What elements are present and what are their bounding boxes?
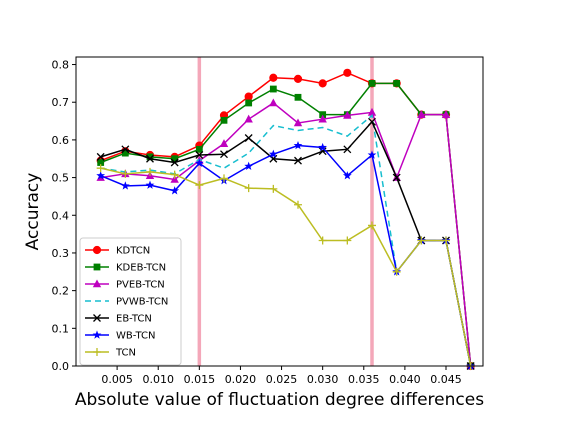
x-tick-label: 0.010 <box>142 373 174 386</box>
legend-label: KDEB-TCN <box>116 263 166 274</box>
y-tick-label: 0.6 <box>52 134 70 147</box>
y-axis-label: Accuracy <box>23 173 43 251</box>
legend: KDTCN KDEB-TCN PVEB-TCN PVWB-TCN EB-TCN WB-TC… <box>80 238 181 365</box>
x-tick-label: 0.045 <box>430 373 462 386</box>
y-tick-label: 0.8 <box>52 59 70 72</box>
legend-label: TCN <box>115 348 136 359</box>
legend-label: EB-TCN <box>116 314 152 325</box>
data-point <box>270 74 277 81</box>
data-point <box>245 100 252 107</box>
data-point <box>344 69 351 76</box>
y-tick-label: 0.1 <box>52 322 70 335</box>
legend-label: WB-TCN <box>116 331 155 342</box>
data-point <box>245 93 252 100</box>
legend-marker <box>94 264 101 271</box>
data-point <box>270 86 277 93</box>
x-axis-label: Absolute value of fluctuation degree dif… <box>75 390 484 410</box>
x-tick-label: 0.030 <box>307 373 339 386</box>
y-tick-label: 0.0 <box>52 360 70 373</box>
legend-label: KDTCN <box>116 246 150 257</box>
y-tick-label: 0.7 <box>52 96 70 109</box>
legend-label: PVWB-TCN <box>116 297 168 308</box>
data-point <box>221 117 228 124</box>
data-point <box>319 80 326 87</box>
y-tick-label: 0.5 <box>52 172 70 185</box>
y-tick-label: 0.4 <box>52 209 70 222</box>
y-tick-label: 0.3 <box>52 247 70 260</box>
data-point <box>369 80 376 87</box>
x-tick-label: 0.025 <box>266 373 298 386</box>
x-tick-label: 0.020 <box>225 373 257 386</box>
x-tick-label: 0.015 <box>184 373 216 386</box>
x-tick-label: 0.040 <box>389 373 421 386</box>
x-tick-label: 0.035 <box>348 373 380 386</box>
legend-marker <box>93 246 100 253</box>
legend-label: PVEB-TCN <box>116 280 165 291</box>
data-point <box>393 80 400 87</box>
data-point <box>294 75 301 82</box>
data-point <box>295 94 302 101</box>
x-tick-label: 0.005 <box>101 373 133 386</box>
y-tick-label: 0.2 <box>52 285 70 298</box>
